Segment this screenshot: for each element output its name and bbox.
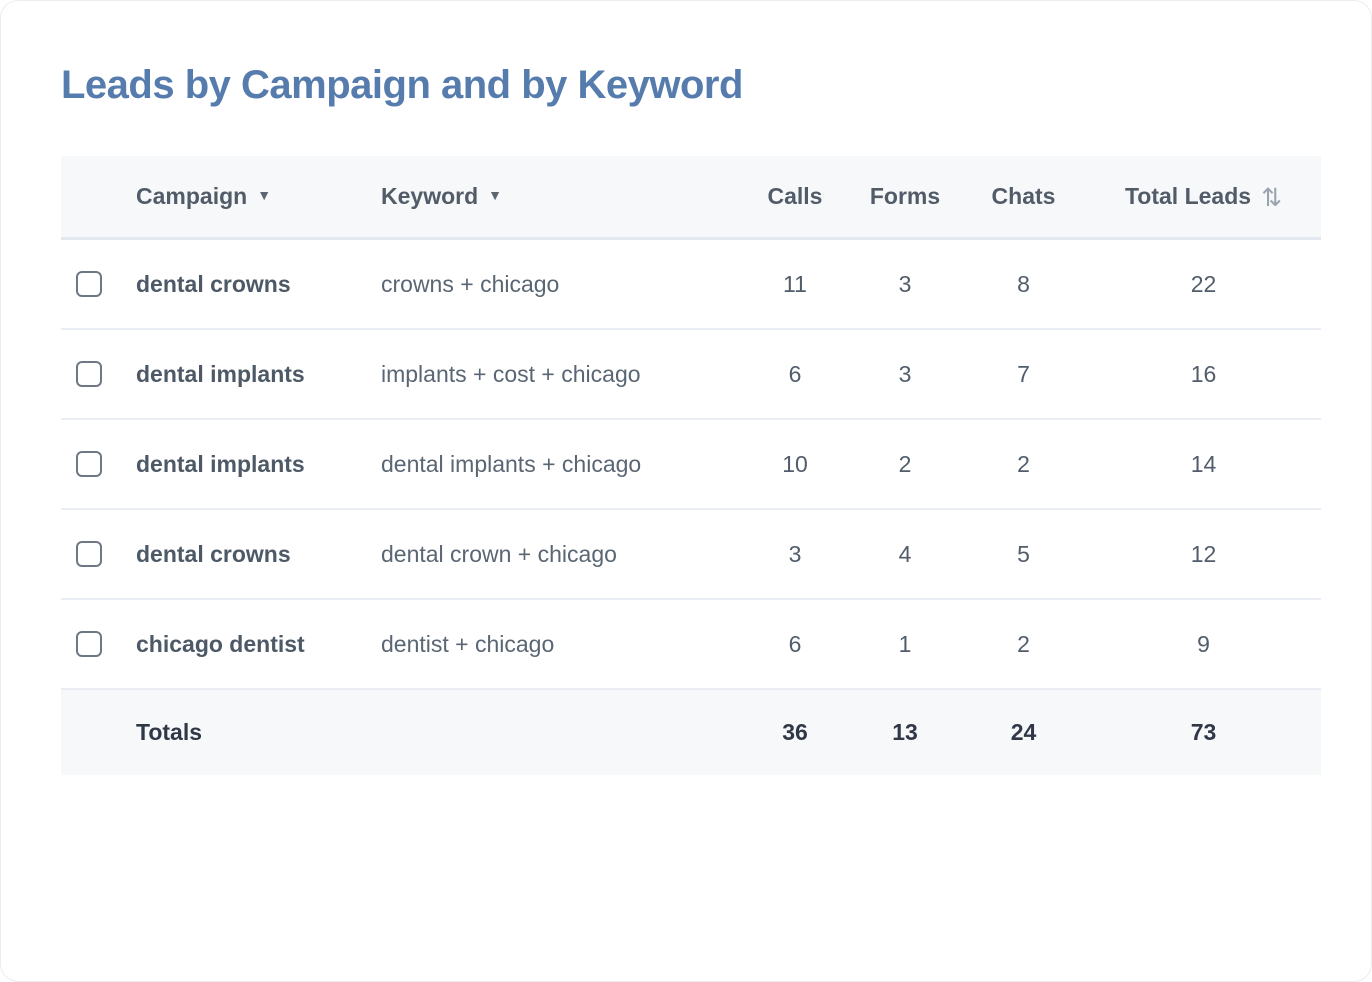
campaign-dropdown-caret-icon[interactable]: ▼ — [257, 186, 272, 203]
keyword-cell: implants + cost + chicago — [381, 360, 641, 387]
table-row: chicago dentist dentist + chicago 6 1 2 … — [61, 600, 1321, 690]
page-title: Leads by Campaign and by Keyword — [61, 63, 743, 107]
total-leads-cell: 14 — [1190, 450, 1217, 477]
chats-cell: 8 — [1017, 270, 1030, 297]
totals-forms: 13 — [892, 719, 918, 745]
column-header-chats: Chats — [991, 183, 1056, 209]
total-leads-cell: 9 — [1197, 630, 1210, 657]
keyword-cell: dental implants + chicago — [381, 450, 642, 477]
column-header-forms: Forms — [869, 183, 941, 209]
total-leads-header-label: Total Leads — [1124, 183, 1252, 209]
table-row: dental implants implants + cost + chicag… — [61, 330, 1321, 420]
calls-cell: 6 — [788, 630, 802, 657]
keyword-cell: dentist + chicago — [381, 630, 555, 657]
forms-cell: 4 — [898, 540, 912, 567]
totals-label: Totals — [136, 719, 203, 745]
campaign-cell: dental implants — [136, 450, 305, 477]
totals-calls: 36 — [782, 719, 808, 745]
campaign-cell: dental implants — [136, 360, 305, 387]
forms-cell: 3 — [898, 270, 912, 297]
chats-cell: 7 — [1017, 360, 1030, 387]
keyword-cell: dental crown + chicago — [381, 540, 617, 567]
totals-row: Totals 36 13 24 73 — [61, 690, 1321, 775]
table-row: dental crowns crowns + chicago 11 3 8 22 — [61, 240, 1321, 330]
row-checkbox[interactable] — [76, 631, 102, 657]
column-header-campaign[interactable]: Campaign ▼ — [136, 183, 381, 210]
leads-table: Campaign ▼ Keyword ▼ Calls Forms Chats T… — [61, 156, 1321, 775]
chats-cell: 2 — [1017, 450, 1030, 477]
campaign-cell: dental crowns — [136, 270, 291, 297]
totals-total-leads: 73 — [1190, 719, 1217, 745]
sort-icon[interactable]: ⇅ — [1261, 183, 1283, 212]
row-checkbox[interactable] — [76, 271, 102, 297]
campaign-cell: chicago dentist — [136, 630, 305, 657]
calls-cell: 10 — [782, 450, 808, 477]
calls-cell: 3 — [788, 540, 802, 567]
forms-cell: 3 — [898, 360, 912, 387]
column-header-keyword[interactable]: Keyword ▼ — [381, 183, 741, 210]
column-header-total-leads[interactable]: Total Leads ⇅ — [1086, 182, 1321, 212]
row-checkbox[interactable] — [76, 451, 102, 477]
campaign-cell: dental crowns — [136, 540, 291, 567]
keyword-dropdown-caret-icon[interactable]: ▼ — [488, 186, 502, 203]
row-checkbox[interactable] — [76, 541, 102, 567]
table-row: dental crowns dental crown + chicago 3 4… — [61, 510, 1321, 600]
total-leads-cell: 16 — [1190, 360, 1217, 387]
forms-cell: 1 — [898, 630, 912, 657]
calls-cell: 11 — [783, 270, 807, 297]
chats-cell: 5 — [1017, 540, 1030, 567]
calls-cell: 6 — [788, 360, 802, 387]
campaign-header-label: Campaign — [136, 183, 248, 209]
keyword-cell: crowns + chicago — [381, 270, 560, 297]
totals-chats: 24 — [1010, 719, 1037, 745]
total-leads-cell: 12 — [1190, 540, 1217, 567]
column-header-calls: Calls — [767, 183, 823, 209]
chats-cell: 2 — [1017, 630, 1030, 657]
forms-cell: 2 — [898, 450, 912, 477]
total-leads-cell: 22 — [1190, 270, 1217, 297]
table-row: dental implants dental implants + chicag… — [61, 420, 1321, 510]
row-checkbox[interactable] — [76, 361, 102, 387]
keyword-header-label: Keyword — [381, 183, 479, 209]
table-header-row: Campaign ▼ Keyword ▼ Calls Forms Chats T… — [61, 156, 1321, 240]
